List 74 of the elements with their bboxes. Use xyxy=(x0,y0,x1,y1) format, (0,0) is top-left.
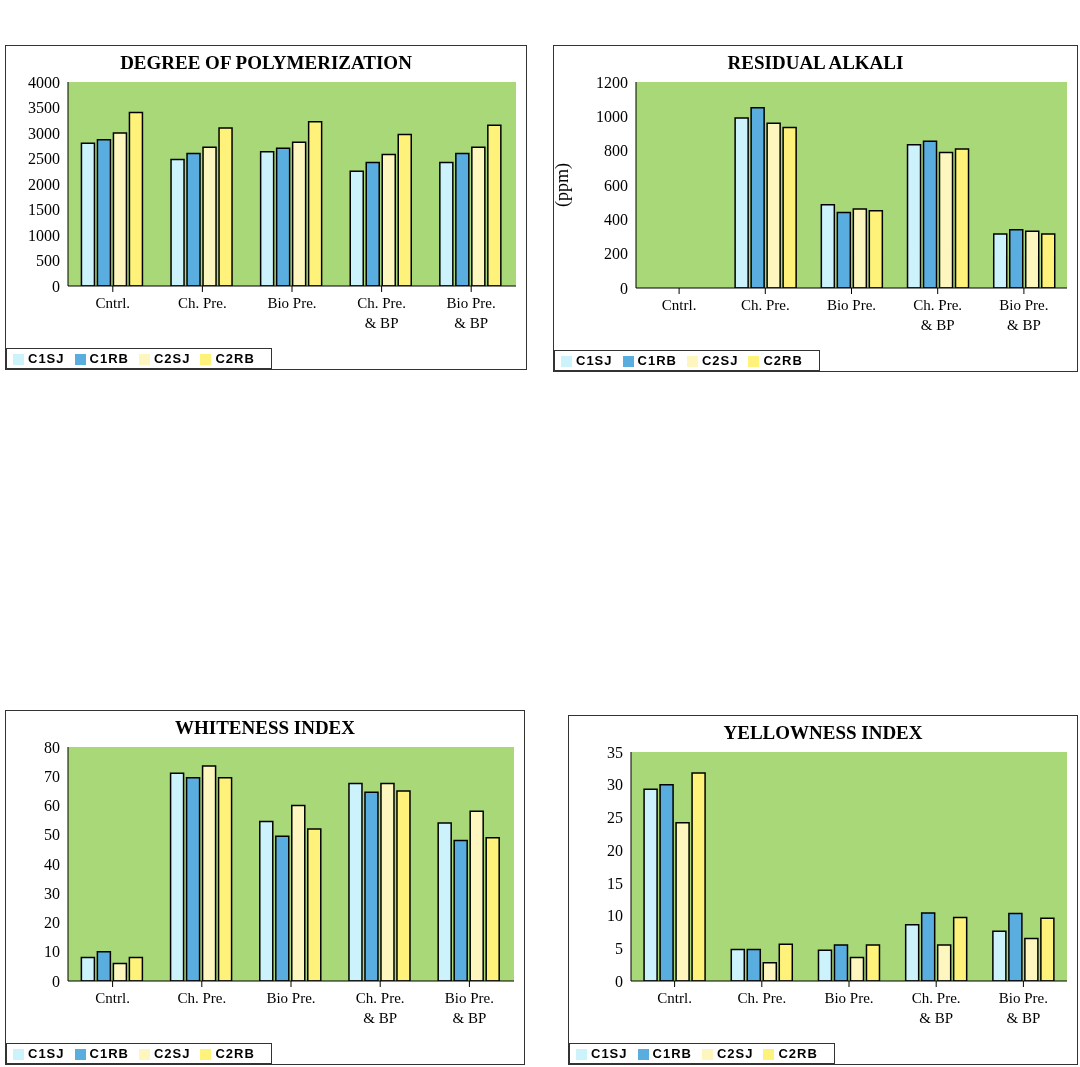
legend-label: C2RB xyxy=(215,1046,255,1061)
y-tick-label: 1000 xyxy=(596,108,628,126)
chart-title: DEGREE OF POLYMERIZATION xyxy=(119,52,413,74)
x-tick-label: Bio Pre. & BP xyxy=(446,295,496,331)
y-tick-label: 5 xyxy=(615,939,623,957)
legend-label: C1RB xyxy=(89,351,129,366)
y-tick-label: 800 xyxy=(604,142,628,160)
y-tick-label: 25 xyxy=(607,809,623,827)
x-tick-label: Bio Pre. xyxy=(824,990,874,1006)
y-tick-label: 2500 xyxy=(28,150,60,168)
y-tick-label: 20 xyxy=(44,914,60,932)
y-tick-label: 3500 xyxy=(28,99,60,117)
legend-label: C2SJ xyxy=(716,1046,754,1061)
y-tick-label: 600 xyxy=(604,176,628,194)
chart-title: RESIDUAL ALKALI xyxy=(726,52,905,74)
y-tick-label: 0 xyxy=(620,279,628,297)
y-tick-label: 20 xyxy=(607,841,623,859)
legend-label: C2RB xyxy=(763,353,803,368)
y-tick-label: 1500 xyxy=(28,201,60,219)
y-tick-label: 60 xyxy=(44,797,60,815)
x-tick-label: Ch. Pre. xyxy=(740,297,790,313)
x-tick-label: Bio Pre. & BP xyxy=(998,990,1048,1026)
y-tick-label: 0 xyxy=(52,277,60,295)
y-tick-label: 0 xyxy=(615,972,623,990)
x-tick-label: Ch. Pre. & BP xyxy=(913,297,963,333)
legend-label: C1RB xyxy=(652,1046,692,1061)
x-tick-label: Bio Pre. xyxy=(266,990,316,1006)
legend-label: C2RB xyxy=(778,1046,818,1061)
y-tick-label: 2000 xyxy=(28,175,60,193)
x-tick-label: Ch. Pre. xyxy=(178,295,227,311)
y-tick-label: 0 xyxy=(52,972,60,990)
legend-label: C1SJ xyxy=(576,353,613,368)
y-tick-label: 10 xyxy=(44,943,60,961)
y-axis-title: (ppm) xyxy=(552,163,574,207)
y-tick-label: 1000 xyxy=(28,226,60,244)
x-tick-label: Ch. Pre. & BP xyxy=(355,990,405,1026)
x-tick-label: Bio Pre. xyxy=(826,297,877,313)
legend-label: C2SJ xyxy=(701,353,739,368)
y-tick-label: 400 xyxy=(604,211,628,229)
x-tick-label: Ch. Pre. xyxy=(177,990,227,1006)
chart-title: WHITENESS INDEX xyxy=(174,717,356,739)
x-tick-label: Ch. Pre. & BP xyxy=(911,990,961,1026)
y-tick-label: 10 xyxy=(607,907,623,925)
x-tick-label: Cntrl. xyxy=(95,295,131,311)
y-tick-label: 80 xyxy=(44,738,60,756)
legend-label: C1SJ xyxy=(591,1046,628,1061)
y-tick-label: 200 xyxy=(604,245,628,263)
legend-label: C1RB xyxy=(89,1046,129,1061)
legend-label: C1SJ xyxy=(28,351,65,366)
y-tick-label: 35 xyxy=(607,743,623,761)
x-tick-label: Ch. Pre. & BP xyxy=(357,295,406,331)
y-tick-label: 500 xyxy=(36,252,60,270)
legend-label: C1RB xyxy=(637,353,677,368)
chart-title: YELLOWNESS INDEX xyxy=(722,722,924,744)
y-tick-label: 30 xyxy=(607,776,623,794)
x-tick-label: Cntrl. xyxy=(661,297,697,313)
x-tick-label: Cntrl. xyxy=(95,990,130,1006)
y-tick-label: 30 xyxy=(44,884,60,902)
y-tick-label: 50 xyxy=(44,826,60,844)
legend-label: C2SJ xyxy=(153,351,191,366)
y-tick-label: 1200 xyxy=(596,73,628,91)
y-tick-label: 70 xyxy=(44,767,60,785)
y-tick-label: 3000 xyxy=(28,124,60,142)
x-tick-label: Cntrl. xyxy=(657,990,692,1006)
legend-label: C2RB xyxy=(215,351,255,366)
legend-label: C1SJ xyxy=(28,1046,65,1061)
y-tick-label: 40 xyxy=(44,855,60,873)
x-tick-label: Bio Pre. & BP xyxy=(444,990,494,1026)
x-tick-label: Bio Pre. xyxy=(267,295,317,311)
y-tick-label: 4000 xyxy=(28,73,60,91)
x-tick-label: Bio Pre. & BP xyxy=(999,297,1049,333)
y-tick-label: 15 xyxy=(607,874,623,892)
legend-label: C2SJ xyxy=(153,1046,191,1061)
x-tick-label: Ch. Pre. xyxy=(737,990,787,1006)
